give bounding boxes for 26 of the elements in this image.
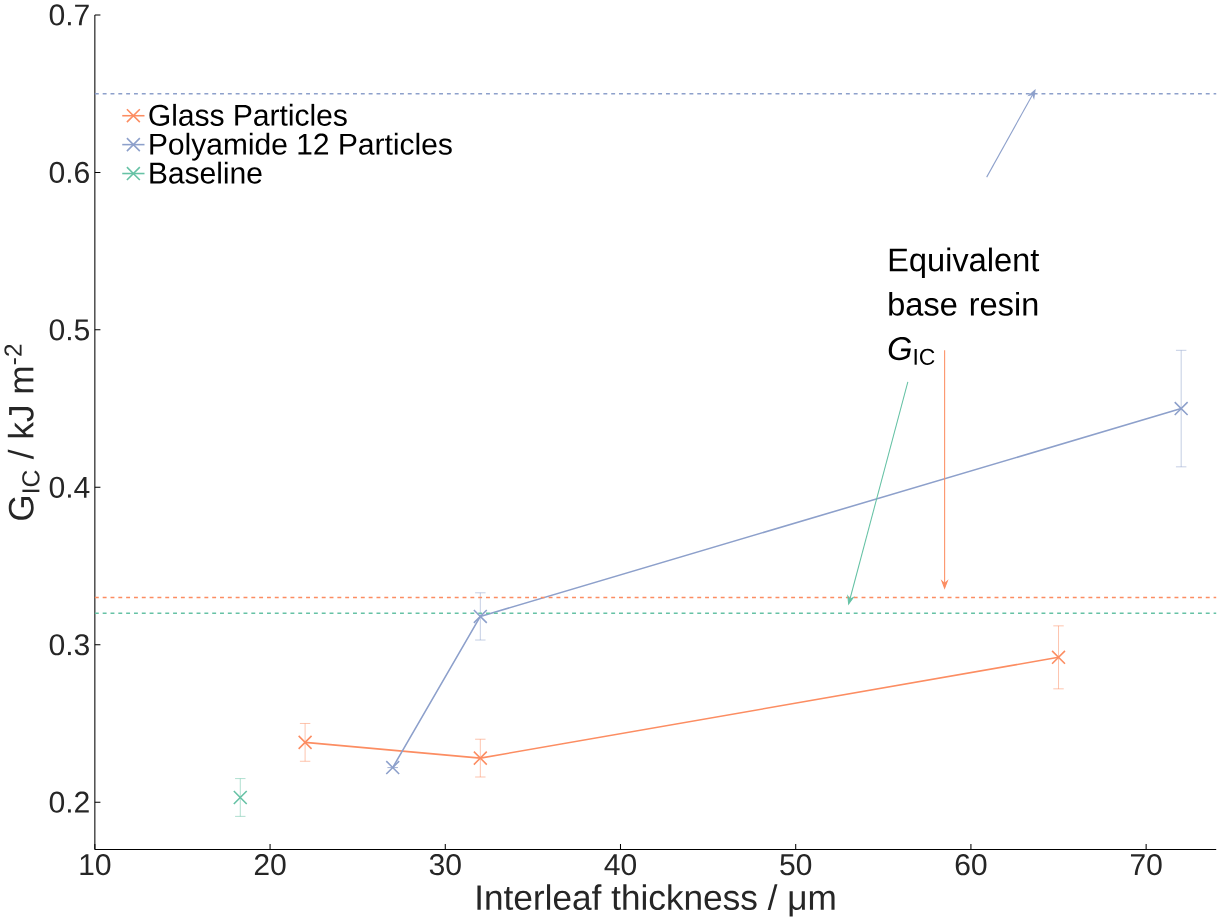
x-tick-label: 20: [254, 854, 286, 876]
legend-label: Polyamide 12 Particles: [150, 132, 452, 161]
annotation: Equivalent base resin G$_{IC}$: [888, 247, 1040, 365]
point: [473, 609, 488, 624]
y-tick-label: 0.3: [49, 634, 89, 656]
legend-label: Baseline: [150, 161, 262, 184]
y-axis-title: G$_{IC}$ / kJ m$^{-2}$: [4, 344, 40, 520]
point: [1173, 401, 1189, 416]
y-tick-label: 0.5: [49, 319, 89, 341]
y-tick-label: 0.4: [49, 476, 90, 498]
x-tick-label: 30: [429, 854, 461, 876]
x-tick-label: 60: [955, 854, 987, 876]
x-tick-label: 40: [604, 854, 637, 876]
point: [385, 760, 400, 775]
y-tick-label: 0.2: [49, 791, 89, 813]
y-tick-label: 0.7: [49, 4, 89, 26]
point: [1051, 650, 1066, 665]
x-axis-title: Interleaf thickness / μm: [477, 884, 835, 917]
point: [473, 750, 488, 766]
x-tick-label: 10: [80, 854, 111, 876]
point: [233, 790, 248, 805]
legend-label: Glass Particles: [149, 103, 347, 126]
x-tick-label: 70: [1130, 854, 1162, 876]
x-tick-label: 50: [780, 854, 812, 876]
point: [297, 735, 313, 750]
y-tick-label: 0.6: [49, 161, 89, 184]
